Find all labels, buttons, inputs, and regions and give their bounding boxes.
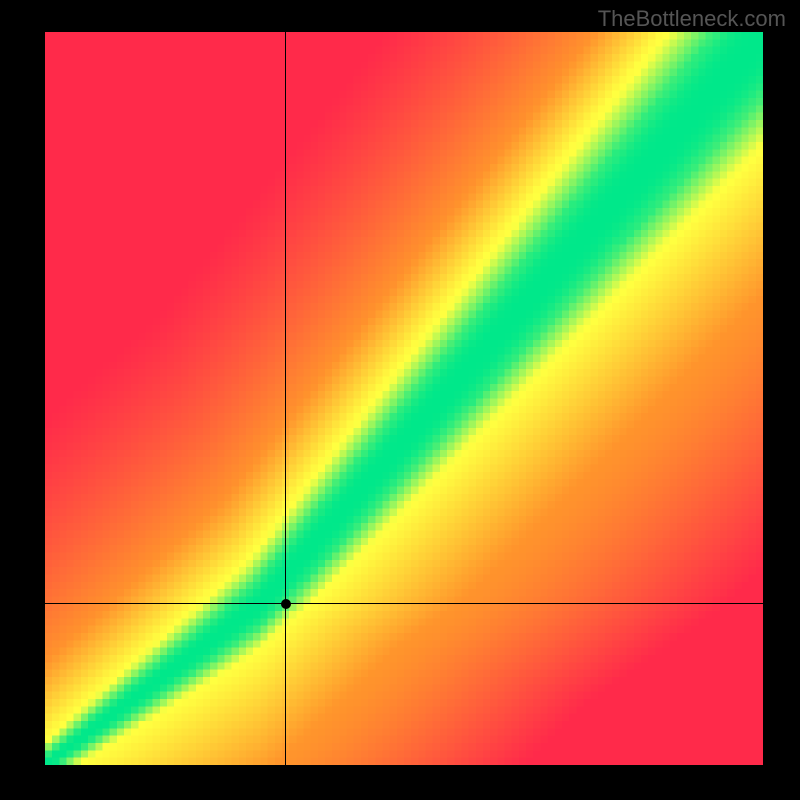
chart-container: TheBottleneck.com <box>0 0 800 800</box>
marker-dot <box>281 599 291 609</box>
heatmap-plot <box>45 32 763 765</box>
watermark-text: TheBottleneck.com <box>598 6 786 32</box>
crosshair-vertical <box>285 32 286 765</box>
heatmap-canvas <box>45 32 763 765</box>
crosshair-horizontal <box>45 603 763 604</box>
